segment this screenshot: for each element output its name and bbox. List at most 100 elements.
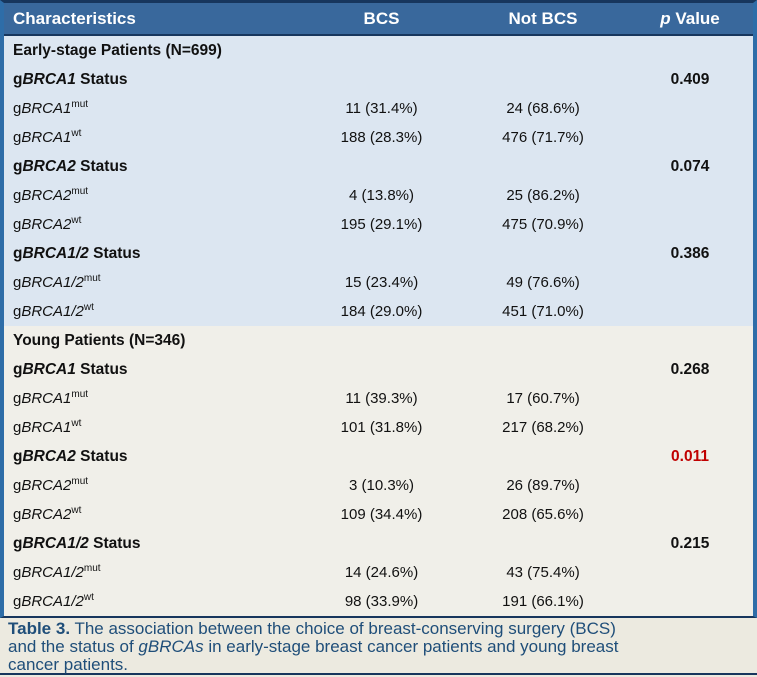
- status-row: gBRCA1/2 Status 0.386: [4, 239, 753, 268]
- gene-prefix: g: [13, 593, 22, 610]
- col-header-not-bcs-label: Not BCS: [508, 8, 578, 28]
- empty-cell: [627, 384, 753, 413]
- gene-prefix: g: [13, 157, 23, 175]
- empty-cell: [459, 65, 627, 94]
- gene-superscript: wt: [71, 128, 82, 139]
- empty-cell: [304, 442, 459, 471]
- empty-cell: [459, 239, 627, 268]
- gene-prefix: g: [13, 216, 22, 233]
- data-row: gBRCA2wt 195 (29.1%) 475 (70.9%): [4, 210, 753, 239]
- gene-name: BRCA2: [21, 187, 72, 204]
- status-suffix: Status: [75, 157, 128, 175]
- gene-name: BRCA1/2: [22, 244, 89, 262]
- gene-prefix: g: [13, 187, 22, 204]
- row-label: gBRCA2mut: [4, 181, 304, 210]
- data-row: gBRCA1/2mut 14 (24.6%) 43 (75.4%): [4, 558, 753, 587]
- caption-line: cancer patients.: [8, 655, 129, 674]
- gene-superscript: mut: [71, 389, 89, 400]
- row-label: gBRCA2wt: [4, 500, 304, 529]
- empty-cell: [627, 297, 753, 326]
- empty-cell: [627, 500, 753, 529]
- row-label: gBRCA1/2mut: [4, 268, 304, 297]
- status-suffix: Status: [75, 360, 128, 378]
- data-row: gBRCA1/2wt 184 (29.0%) 451 (71.0%): [4, 297, 753, 326]
- section-header-row: Young Patients (N=346): [4, 326, 753, 355]
- gene-superscript: mut: [71, 186, 89, 197]
- bcs-value: 109 (34.4%): [304, 500, 459, 529]
- data-row: gBRCA1mut 11 (39.3%) 17 (60.7%): [4, 384, 753, 413]
- caption-text: in early-stage breast cancer patients an…: [203, 637, 619, 656]
- gene-name: BRCA2: [21, 477, 72, 494]
- bcs-value: 11 (39.3%): [304, 384, 459, 413]
- p-value-cell: 0.386: [627, 239, 753, 268]
- row-label: gBRCA1mut: [4, 384, 304, 413]
- empty-cell: [627, 210, 753, 239]
- gene-name: BRCA2: [22, 157, 76, 175]
- gene-prefix: g: [13, 274, 22, 291]
- gene-superscript: wt: [71, 215, 82, 226]
- p-value-cell: 0.074: [627, 152, 753, 181]
- status-suffix: Status: [75, 70, 128, 88]
- gene-superscript: wt: [71, 505, 82, 516]
- row-label: gBRCA1mut: [4, 94, 304, 123]
- table-header-row: Characteristics BCS Not BCS p Value: [4, 3, 753, 36]
- status-row: gBRCA2 Status 0.011: [4, 442, 753, 471]
- bcs-value: 11 (31.4%): [304, 94, 459, 123]
- bcs-value: 101 (31.8%): [304, 413, 459, 442]
- caption-line: and the status of gBRCAs in early-stage …: [8, 638, 749, 656]
- status-suffix: Status: [75, 447, 128, 465]
- bcs-value: 4 (13.8%): [304, 181, 459, 210]
- gene-prefix: g: [13, 419, 22, 436]
- not-bcs-value: 191 (66.1%): [459, 587, 627, 616]
- caption-gene-italic: gBRCAs: [138, 637, 204, 656]
- status-label: gBRCA1/2 Status: [4, 239, 304, 268]
- col-header-characteristics: Characteristics: [4, 3, 304, 36]
- gene-name: BRCA1: [21, 419, 72, 436]
- not-bcs-value: 17 (60.7%): [459, 384, 627, 413]
- status-suffix: Status: [88, 244, 141, 262]
- col-header-not-bcs: Not BCS: [459, 3, 627, 36]
- row-label: gBRCA1/2mut: [4, 558, 304, 587]
- empty-cell: [627, 94, 753, 123]
- p-italic: p: [660, 8, 671, 28]
- gene-name: BRCA1: [21, 100, 72, 117]
- empty-cell: [627, 587, 753, 616]
- not-bcs-value: 208 (65.6%): [459, 500, 627, 529]
- row-label: gBRCA1/2wt: [4, 297, 304, 326]
- not-bcs-value: 475 (70.9%): [459, 210, 627, 239]
- empty-cell: [627, 123, 753, 152]
- empty-cell: [304, 239, 459, 268]
- row-label: gBRCA1/2wt: [4, 587, 304, 616]
- p-value-cell: 0.268: [627, 355, 753, 384]
- status-suffix: Status: [88, 534, 141, 552]
- data-row: gBRCA1/2mut 15 (23.4%) 49 (76.6%): [4, 268, 753, 297]
- col-header-p-value: p Value: [627, 3, 753, 36]
- gene-superscript: mut: [83, 273, 101, 284]
- gene-prefix: g: [13, 447, 23, 465]
- bcs-value: 195 (29.1%): [304, 210, 459, 239]
- status-row: gBRCA2 Status 0.074: [4, 152, 753, 181]
- p-value-label: Value: [670, 8, 720, 28]
- caption-line: Table 3. The association between the cho…: [8, 620, 749, 638]
- association-table: Characteristics BCS Not BCS p Value Earl…: [4, 3, 753, 616]
- section-young-patients: Young Patients (N=346) gBRCA1 Status 0.2…: [4, 326, 753, 616]
- gene-prefix: g: [13, 564, 22, 581]
- gene-name: BRCA1: [22, 360, 76, 378]
- p-value-cell-significant: 0.011: [627, 442, 753, 471]
- caption-table-label: Table 3.: [8, 619, 71, 638]
- data-row: gBRCA1/2wt 98 (33.9%) 191 (66.1%): [4, 587, 753, 616]
- not-bcs-value: 24 (68.6%): [459, 94, 627, 123]
- empty-cell: [459, 355, 627, 384]
- gene-name: BRCA2: [21, 216, 72, 233]
- empty-cell: [627, 268, 753, 297]
- gene-superscript: mut: [83, 563, 101, 574]
- data-row: gBRCA1wt 188 (28.3%) 476 (71.7%): [4, 123, 753, 152]
- p-value-cell: 0.215: [627, 529, 753, 558]
- gene-name: BRCA1/2: [22, 534, 89, 552]
- bcs-value: 15 (23.4%): [304, 268, 459, 297]
- caption-text: The association between the choice of br…: [70, 619, 616, 638]
- empty-cell: [459, 442, 627, 471]
- col-header-characteristics-label: Characteristics: [13, 8, 136, 28]
- status-row: gBRCA1 Status 0.268: [4, 355, 753, 384]
